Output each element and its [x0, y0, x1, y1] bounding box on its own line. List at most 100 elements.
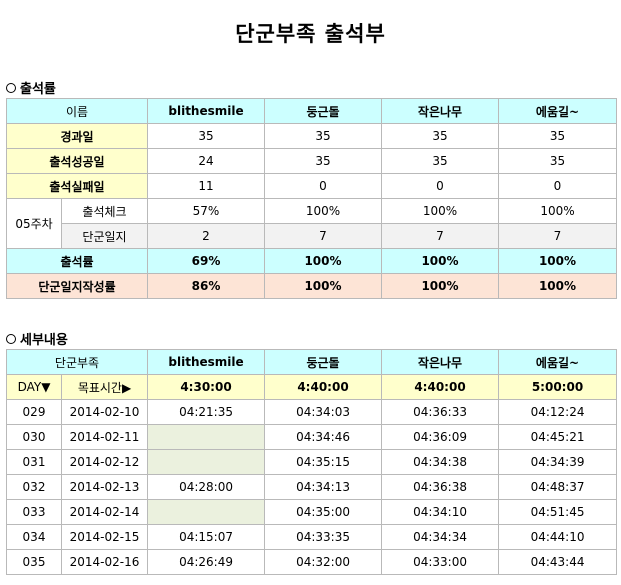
time-cell: 04:35:00	[264, 499, 383, 525]
time-cell: 04:33:00	[381, 549, 500, 575]
time-cell: 04:43:44	[498, 549, 618, 575]
time-cell	[147, 499, 266, 525]
header-cell: blithesmile	[147, 349, 266, 375]
day-cell: 034	[6, 524, 62, 550]
time-cell: 04:34:38	[381, 449, 500, 475]
time-cell: 04:28:00	[147, 474, 266, 500]
circle-bullet-icon	[6, 333, 16, 344]
attendance-rate-table: 이름 blithesmile 둥근돌 작은나무 에움길~ 경과일 35 35 3…	[6, 98, 617, 299]
time-cell: 04:36:33	[381, 399, 500, 425]
date-cell: 2014-02-10	[60, 399, 149, 425]
row-label: 출석률	[6, 248, 148, 274]
section-header-attendance-rate: 출석률	[6, 78, 56, 97]
table-cell: 0	[264, 173, 382, 199]
header-cell: 에움길~	[498, 349, 618, 375]
week-label: 05주차	[6, 198, 62, 249]
time-cell: 04:36:38	[381, 474, 500, 500]
table-header-row: 단군부족 blithesmile 둥근돌 작은나무 에움길~	[5, 349, 618, 375]
table-cell: 35	[498, 123, 617, 149]
time-cell	[147, 449, 266, 475]
table-row: 출석성공일 24 35 35 35	[6, 148, 617, 174]
table-cell: 57%	[147, 198, 265, 224]
time-cell: 04:34:34	[381, 524, 500, 550]
date-cell: 2014-02-12	[60, 449, 149, 475]
day-cell: 032	[6, 474, 62, 500]
header-cell: 에움길~	[498, 98, 617, 124]
page-title: 단군부족 출석부	[235, 22, 386, 46]
time-cell: 04:44:10	[498, 524, 618, 550]
section-header-details: 세부내용	[6, 329, 68, 348]
time-cell: 04:34:10	[381, 499, 500, 525]
day-sort-header[interactable]: DAY▼	[6, 374, 62, 400]
header-cell: 단군부족	[5, 349, 149, 375]
table-cell: 100%	[264, 198, 382, 224]
table-cell: 100%	[381, 248, 499, 274]
date-cell: 2014-02-15	[60, 524, 149, 550]
table-cell: 24	[147, 148, 265, 174]
table-header-row: 이름 blithesmile 둥근돌 작은나무 에움길~	[6, 98, 617, 124]
time-cell: 04:26:49	[147, 549, 266, 575]
row-label: 단군일지	[61, 223, 148, 249]
row-label: 출석체크	[61, 198, 148, 224]
table-cell: 100%	[264, 273, 382, 299]
row-label: 단군일지작성률	[6, 273, 148, 299]
target-time: 4:30:00	[147, 374, 266, 400]
table-row: 출석률 69% 100% 100% 100%	[6, 248, 617, 274]
date-cell: 2014-02-16	[60, 549, 149, 575]
table-cell: 7	[498, 223, 617, 249]
table-cell: 100%	[381, 198, 499, 224]
table-cell: 100%	[264, 248, 382, 274]
table-cell: 11	[147, 173, 265, 199]
time-cell	[147, 424, 266, 450]
time-cell: 04:35:15	[264, 449, 383, 475]
time-cell: 04:45:21	[498, 424, 618, 450]
table-cell: 35	[498, 148, 617, 174]
table-row: 단군일지작성률 86% 100% 100% 100%	[6, 273, 617, 299]
table-row: 단군일지 2 7 7 7	[7, 223, 617, 249]
time-cell: 04:34:13	[264, 474, 383, 500]
row-label: 출석실패일	[6, 173, 148, 199]
row-label: 출석성공일	[6, 148, 148, 174]
table-cell: 35	[147, 123, 265, 149]
header-cell: 작은나무	[381, 98, 499, 124]
day-cell: 029	[6, 399, 62, 425]
time-cell: 04:32:00	[264, 549, 383, 575]
table-cell: 7	[381, 223, 499, 249]
time-cell: 04:33:35	[264, 524, 383, 550]
table-cell: 35	[264, 148, 382, 174]
table-cell: 100%	[498, 273, 617, 299]
table-cell: 0	[381, 173, 499, 199]
time-cell: 04:36:09	[381, 424, 500, 450]
date-cell: 2014-02-14	[60, 499, 149, 525]
table-row: 034 2014-02-15 04:15:07 04:33:35 04:34:34 04:…	[6, 524, 618, 550]
target-time: 5:00:00	[498, 374, 618, 400]
row-label: 경과일	[6, 123, 148, 149]
target-time: 4:40:00	[264, 374, 383, 400]
table-row: 출석실패일 11 0 0 0	[6, 173, 617, 199]
time-cell: 04:34:46	[264, 424, 383, 450]
table-cell: 0	[498, 173, 617, 199]
day-cell: 033	[6, 499, 62, 525]
table-cell: 86%	[147, 273, 265, 299]
table-row: 033 2014-02-14 04:35:00 04:34:10 04:51:45	[6, 499, 618, 525]
date-cell: 2014-02-13	[60, 474, 149, 500]
header-cell: 작은나무	[381, 349, 500, 375]
section-label: 세부내용	[20, 333, 68, 348]
time-cell: 04:34:39	[498, 449, 618, 475]
time-cell: 04:21:35	[147, 399, 266, 425]
target-time: 4:40:00	[381, 374, 500, 400]
table-row: 030 2014-02-11 04:34:46 04:36:09 04:45:21	[6, 424, 618, 450]
table-cell: 7	[264, 223, 382, 249]
header-cell: blithesmile	[147, 98, 265, 124]
time-cell: 04:34:03	[264, 399, 383, 425]
day-cell: 035	[6, 549, 62, 575]
date-cell: 2014-02-11	[60, 424, 149, 450]
circle-bullet-icon	[6, 82, 16, 93]
table-cell: 35	[381, 123, 499, 149]
table-row: 경과일 35 35 35 35	[6, 123, 617, 149]
table-cell: 100%	[498, 248, 617, 274]
day-cell: 030	[6, 424, 62, 450]
section-label: 출석률	[20, 82, 56, 97]
header-cell: 둥근돌	[264, 349, 383, 375]
table-cell: 69%	[147, 248, 265, 274]
